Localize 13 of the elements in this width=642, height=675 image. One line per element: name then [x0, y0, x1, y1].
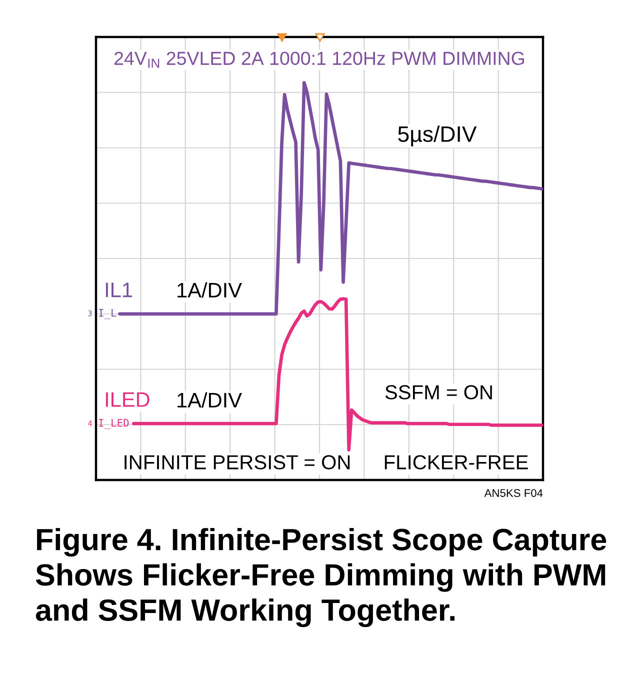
- series-label: IL1: [106, 282, 132, 298]
- chart-title: 24V$_{IN}$ 25VLED 2A 1000:1 120Hz PWM DIMMING: [114, 52, 524, 68]
- caption: Figure 4. Infinite-Persist Scope Capture Shows Flicker-Free Dimming with PWM and SSFM Working Together.: [36, 528, 606, 628]
- annotation: SSFM = ON: [385, 385, 492, 400]
- annotation: 1A/DIV: [178, 282, 242, 298]
- annotation: FLICKER-FREE: [384, 455, 528, 470]
- annotation: 1A/DIV: [178, 392, 242, 408]
- annotation: I_LED: [99, 419, 129, 430]
- series-label: ILED: [106, 392, 150, 407]
- annotation: I_L: [99, 309, 116, 320]
- text: AN5KS F04: [484, 489, 543, 497]
- annotation: 5µs/DIV: [398, 126, 477, 146]
- annotation: INFINITE PERSIST = ON: [124, 455, 350, 470]
